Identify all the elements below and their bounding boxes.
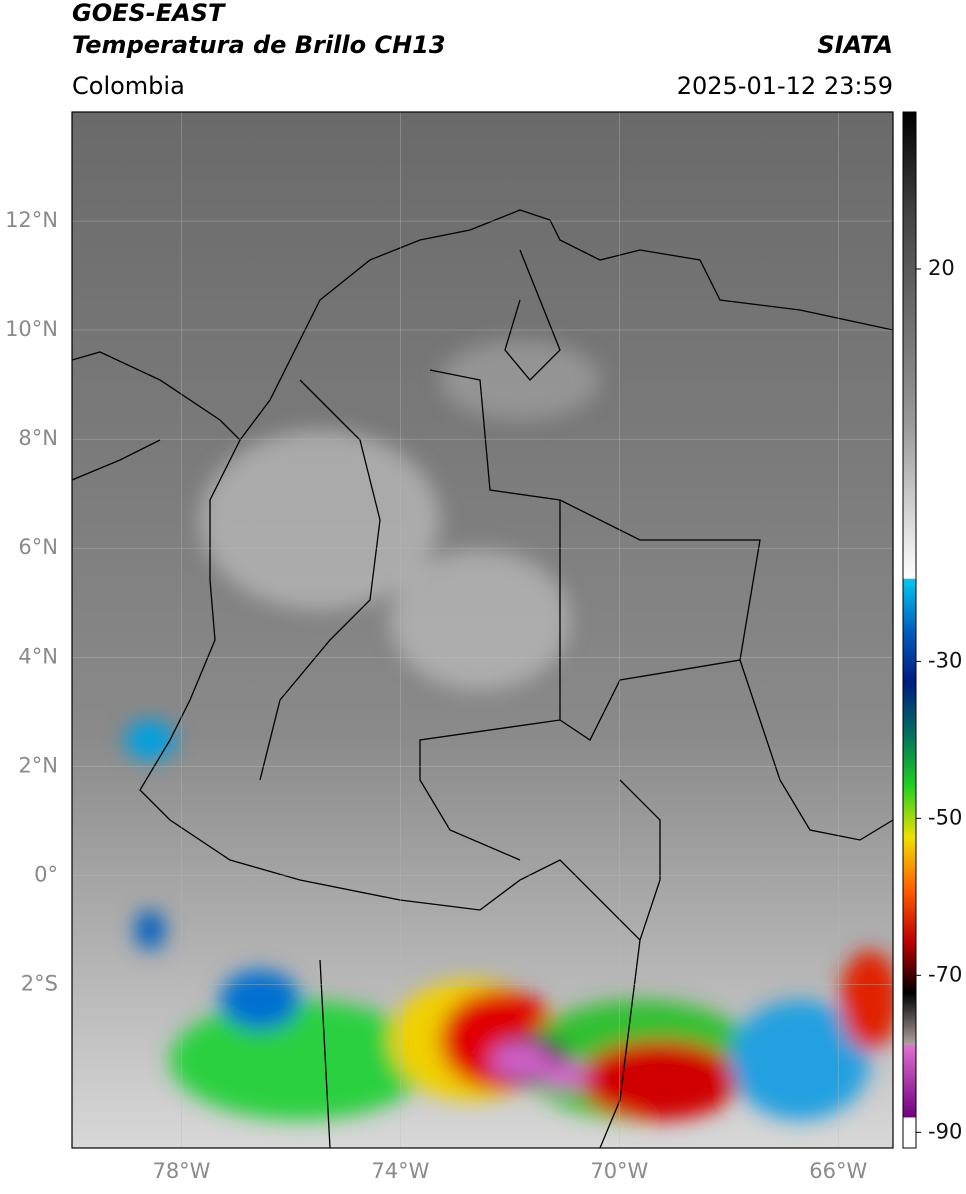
datetime: 2025-01-12 23:59: [677, 72, 893, 100]
y-tick-label: 2°S: [21, 971, 58, 995]
x-tick-label: 74°W: [371, 1159, 429, 1183]
colorbar-tick-label: -50: [928, 805, 962, 829]
region: Colombia: [72, 72, 185, 100]
y-tick-label: 6°N: [18, 535, 58, 559]
y-tick-label: 10°N: [5, 317, 58, 341]
colorbar: [902, 111, 917, 1149]
x-tick-label: 78°W: [152, 1159, 210, 1183]
y-tick-label: 12°N: [5, 208, 58, 232]
x-tick-label: 70°W: [590, 1159, 648, 1183]
x-tick-label: 66°W: [809, 1159, 867, 1183]
satellite-image: [72, 112, 893, 1148]
y-tick-label: 8°N: [18, 426, 58, 450]
colorbar-tick-label: -30: [928, 648, 962, 672]
y-tick-label: 4°N: [18, 644, 58, 668]
y-tick-label: 0°: [34, 862, 58, 886]
y-tick-label: 2°N: [18, 753, 58, 777]
colorbar-tick-label: 20: [928, 256, 955, 280]
subtitle: Temperatura de Brillo CH13: [72, 31, 446, 59]
source: SIATA: [817, 31, 893, 59]
colorbar-tick-label: -70: [928, 962, 962, 986]
map-frame: [71, 111, 894, 1149]
title: GOES-EAST: [72, 0, 226, 27]
graticule: [72, 112, 893, 1148]
colorbar-tick-label: -90: [928, 1119, 962, 1143]
